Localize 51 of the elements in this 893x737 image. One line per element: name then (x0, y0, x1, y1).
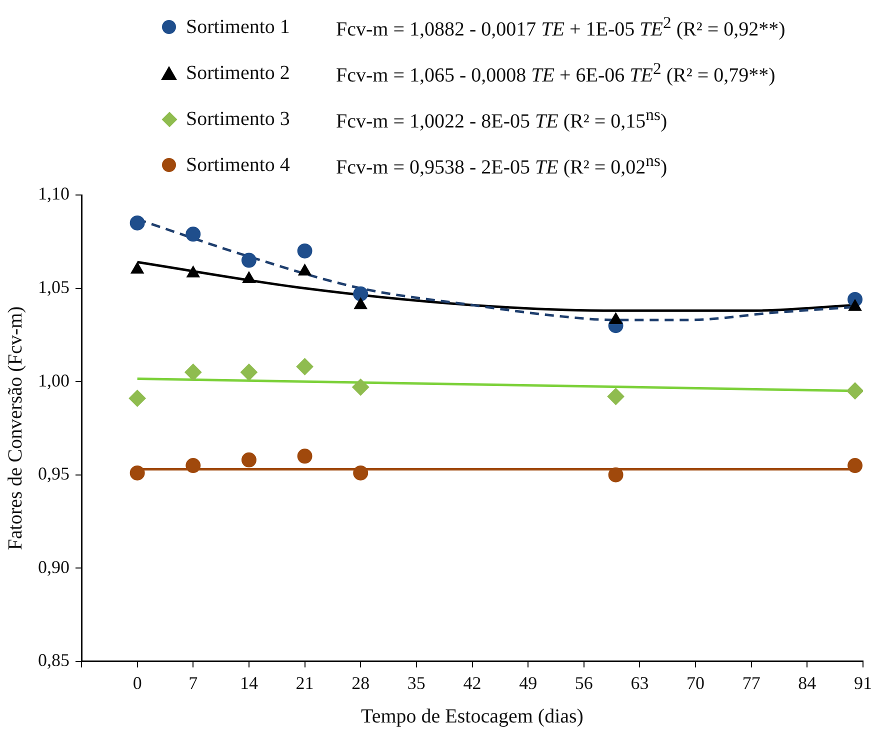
point (352, 378, 370, 396)
y-tick-label: 1,00 (38, 370, 70, 390)
y-tick-label: 1,05 (38, 277, 70, 298)
x-tick-label: 70 (686, 672, 705, 693)
point (186, 226, 201, 242)
x-tick-label: 49 (519, 672, 538, 693)
point (848, 458, 863, 474)
point (846, 382, 863, 400)
legend-label: Sortimento 3 (186, 108, 291, 130)
x-tick-label: 91 (854, 672, 872, 693)
y-tick-label: 0,85 (38, 650, 70, 670)
legend-label: Sortimento 4 (186, 154, 291, 176)
x-tick-label: 0 (132, 672, 142, 693)
x-tick-label: 7 (188, 672, 198, 693)
point (297, 243, 312, 258)
point (296, 358, 314, 376)
x-tick-label: 77 (742, 672, 760, 693)
text: Fcv-m = 1,065 - 0,0008 TE + 6E-06 TE$^{2}$ (R² = 0,79**) (336, 58, 776, 88)
y-tick-label: 0,95 (38, 464, 70, 484)
point (241, 452, 256, 468)
point (353, 465, 368, 480)
x-tick-label: 56 (574, 672, 593, 693)
y-axis-title: Fatores de Conversão (Fcv-m) (4, 306, 26, 550)
point (130, 465, 145, 480)
x-tick-label: 21 (296, 672, 314, 693)
x-tick-label: 63 (630, 672, 649, 693)
y-tick-label: 1,10 (38, 184, 70, 204)
point (184, 364, 202, 381)
point (241, 252, 256, 268)
point (608, 467, 624, 482)
x-tick-label: 14 (240, 672, 258, 693)
x-tick-label: 42 (463, 672, 482, 693)
point (128, 390, 146, 407)
point (130, 215, 145, 230)
text: Fcv-m = 1,0882 - 0,0017 TE + 1E-05 TE$^{2}$ (R² = 0,92**) (336, 12, 786, 42)
legend-label: Sortimento 1 (186, 16, 291, 38)
point (354, 298, 368, 310)
x-tick-label: 84 (798, 672, 816, 693)
x-axis-title: Tempo de Estocagem (dias) (361, 705, 584, 728)
point (297, 448, 312, 464)
point (607, 388, 624, 405)
x-tick-label: 35 (407, 672, 426, 693)
text: Fcv-m = 0,9538 - 2E-05 TE (R² = 0,02$^{ns}$) (336, 150, 668, 180)
x-tick-label: 28 (352, 672, 370, 693)
point (240, 364, 258, 381)
point (186, 458, 201, 474)
text: Fcv-m = 1,0022 - 8E-05 TE (R² = 0,15$^{ns}$) (336, 104, 668, 134)
y-tick-label: 0,90 (38, 556, 70, 577)
point (353, 286, 368, 302)
point (130, 262, 144, 274)
legend-label: Sortimento 2 (186, 62, 291, 84)
